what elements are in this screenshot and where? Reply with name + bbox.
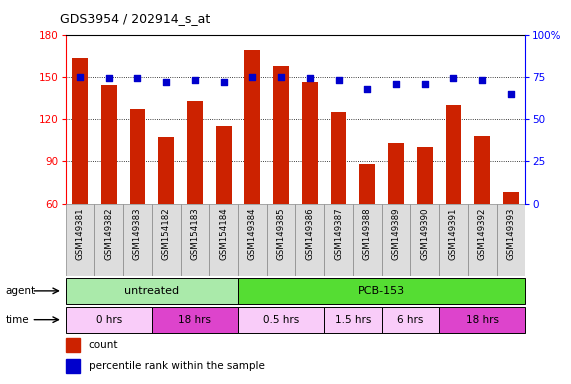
Text: 0 hrs: 0 hrs [95,314,122,325]
Bar [152,204,180,276]
Bar [210,204,238,276]
Bar [445,105,461,204]
Text: GSM149388: GSM149388 [363,207,372,260]
Bar [216,126,232,204]
Text: 1.5 hrs: 1.5 hrs [335,314,371,325]
Bar [238,307,324,333]
Bar [66,359,80,373]
Bar [152,307,238,333]
Bar [72,58,88,204]
Text: GSM149391: GSM149391 [449,207,458,260]
Bar [468,204,497,276]
Bar [475,136,490,204]
Text: GSM154182: GSM154182 [162,207,171,260]
Bar [388,143,404,204]
Text: GSM149387: GSM149387 [334,207,343,260]
Text: GSM149383: GSM149383 [133,207,142,260]
Point [219,79,228,85]
Bar [381,307,439,333]
Text: percentile rank within the sample: percentile rank within the sample [89,361,264,371]
Text: GSM149390: GSM149390 [420,207,429,260]
Point [363,86,372,92]
Point [104,75,113,81]
Bar [130,109,146,204]
Point [420,81,429,87]
Point [248,74,257,80]
Text: GSM149382: GSM149382 [104,207,113,260]
Text: untreated: untreated [124,286,179,296]
Text: PCB-153: PCB-153 [358,286,405,296]
Bar [238,278,525,304]
Text: GSM149381: GSM149381 [75,207,85,260]
Bar [123,204,152,276]
Bar [331,112,347,204]
Point [75,74,85,80]
Bar [274,66,289,204]
Text: 0.5 hrs: 0.5 hrs [263,314,299,325]
Bar [503,192,519,204]
Point [133,75,142,81]
Point [305,75,315,81]
Bar [324,204,353,276]
Point [276,74,286,80]
Point [190,77,199,83]
Bar [411,204,439,276]
Bar [296,204,324,276]
Point [334,77,343,83]
Bar [417,147,433,204]
Bar [180,204,210,276]
Bar [66,338,80,352]
Text: GSM149384: GSM149384 [248,207,257,260]
Point [162,79,171,85]
Text: time: time [6,314,29,325]
Bar [158,137,174,204]
Point [506,91,516,97]
Text: 18 hrs: 18 hrs [179,314,211,325]
Bar [267,204,296,276]
Text: 6 hrs: 6 hrs [397,314,424,325]
Bar [66,307,152,333]
Bar [497,204,525,276]
Bar [187,101,203,204]
Point [478,77,487,83]
Bar [359,164,375,204]
Bar [66,278,238,304]
Bar [238,204,267,276]
Text: agent: agent [6,286,36,296]
Bar [324,307,381,333]
Text: GSM154184: GSM154184 [219,207,228,260]
Text: GSM149389: GSM149389 [392,207,400,260]
Text: GSM149385: GSM149385 [276,207,286,260]
Bar [66,204,94,276]
Point [392,81,401,87]
Bar [439,307,525,333]
Bar [244,50,260,204]
Text: GSM154183: GSM154183 [191,207,199,260]
Bar [353,204,381,276]
Text: GSM149386: GSM149386 [305,207,315,260]
Text: GSM149393: GSM149393 [506,207,516,260]
Bar [94,204,123,276]
Text: GDS3954 / 202914_s_at: GDS3954 / 202914_s_at [60,12,210,25]
Bar [439,204,468,276]
Bar [302,83,317,204]
Text: 18 hrs: 18 hrs [466,314,498,325]
Point [449,75,458,81]
Text: count: count [89,340,118,350]
Bar [381,204,411,276]
Bar [101,85,116,204]
Text: GSM149392: GSM149392 [478,207,486,260]
